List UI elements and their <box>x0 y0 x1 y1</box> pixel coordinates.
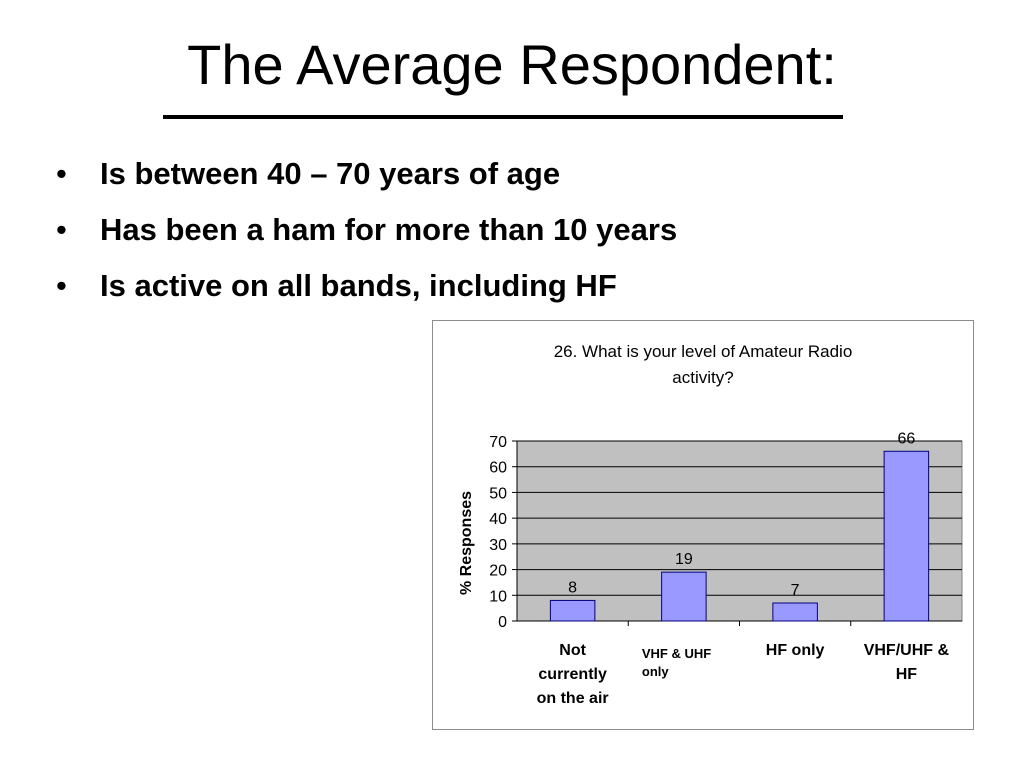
bullet-item: • Has been a ham for more than 10 years <box>56 202 677 258</box>
x-category-label: HF <box>896 666 918 683</box>
chart-container: 26. What is your level of Amateur Radio a… <box>432 320 974 730</box>
y-tick-label: 0 <box>498 614 507 631</box>
chart-title-line: 26. What is your level of Amateur Radio <box>554 342 853 361</box>
y-tick-label: 60 <box>489 460 507 477</box>
data-label: 8 <box>568 579 577 596</box>
x-category-label: Not <box>559 642 586 659</box>
bullet-item: • Is between 40 – 70 years of age <box>56 146 677 202</box>
x-category-label: VHF/UHF & <box>864 642 950 659</box>
x-category-label: HF only <box>766 642 825 659</box>
bullet-text: Has been a ham for more than 10 years <box>100 212 678 247</box>
chart-title-line: activity? <box>672 368 733 387</box>
y-tick-label: 30 <box>489 537 507 554</box>
bar <box>772 602 818 622</box>
y-tick-label: 50 <box>489 485 507 502</box>
x-category-label: on the air <box>537 690 609 707</box>
bar <box>661 571 707 622</box>
x-category-label: VHF & UHF <box>642 646 711 661</box>
bullet-glyph: • <box>56 212 67 247</box>
bullet-glyph: • <box>56 156 67 191</box>
data-label: 7 <box>791 582 800 599</box>
y-tick-label: 70 <box>489 434 507 451</box>
data-label: 66 <box>897 430 915 447</box>
title-underline <box>163 115 843 119</box>
bar <box>883 450 930 622</box>
data-label: 19 <box>675 551 693 568</box>
x-category-label: currently <box>538 666 607 683</box>
y-tick-label: 10 <box>489 588 507 605</box>
bar <box>549 599 596 622</box>
y-tick-label: 40 <box>489 511 507 528</box>
bullet-item: • Is active on all bands, including HF <box>56 258 677 314</box>
y-tick-label: 20 <box>489 563 507 580</box>
bullet-list: • Is between 40 – 70 years of age • Has be… <box>56 146 677 314</box>
bullet-text: Is between 40 – 70 years of age <box>100 156 561 191</box>
y-axis-label: % Responses <box>458 491 475 595</box>
bar-chart: 26. What is your level of Amateur Radio a… <box>458 342 963 707</box>
x-category-label: only <box>642 664 669 679</box>
slide-title: The Average Respondent: <box>187 33 837 96</box>
bullet-text: Is active on all bands, including HF <box>100 268 617 303</box>
bullet-glyph: • <box>56 268 67 303</box>
